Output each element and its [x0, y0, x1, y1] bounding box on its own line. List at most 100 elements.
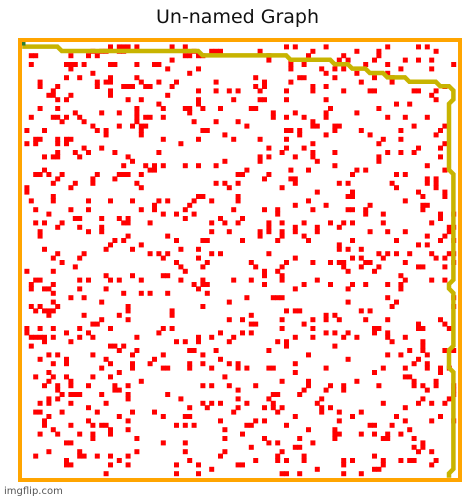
obstacle-cell: [279, 326, 285, 331]
obstacle-cell: [367, 229, 373, 235]
obstacle-cell: [68, 422, 74, 428]
obstacle-cell: [284, 339, 289, 345]
obstacle-cell: [33, 136, 39, 142]
obstacle-cell: [411, 383, 417, 389]
obstacle-cell: [218, 356, 223, 362]
obstacle-cell: [68, 66, 74, 72]
obstacle-cell: [116, 348, 122, 353]
obstacle-cell: [77, 392, 83, 397]
obstacle-cell: [46, 286, 52, 292]
obstacle-cell: [191, 282, 197, 287]
obstacle-cell: [125, 233, 131, 239]
obstacle-cell: [90, 436, 96, 441]
obstacle-cell: [433, 383, 439, 389]
obstacle-cell: [103, 273, 109, 279]
obstacle-cell: [279, 277, 285, 283]
obstacle-cell: [37, 84, 43, 89]
obstacle-cell: [376, 48, 382, 54]
obstacle-cell: [407, 251, 413, 257]
obstacle-cell: [301, 220, 307, 226]
obstacle-cell: [345, 268, 351, 274]
obstacle-cell: [130, 365, 135, 371]
obstacle-cell: [411, 444, 417, 450]
obstacle-cell: [209, 229, 215, 235]
obstacle-cell: [424, 44, 430, 50]
obstacle-cell: [301, 233, 307, 239]
obstacle-cell: [310, 260, 316, 265]
obstacle-cell: [235, 396, 241, 402]
obstacle-cell: [424, 361, 430, 367]
obstacle-cell: [416, 189, 421, 195]
obstacle-cell: [77, 334, 83, 340]
obstacle-cell: [42, 383, 47, 389]
obstacle-cell: [420, 202, 426, 208]
obstacle-cell: [182, 339, 188, 345]
obstacle-cell: [270, 114, 276, 120]
obstacle-cell: [187, 348, 193, 353]
obstacle-cell: [288, 128, 294, 133]
obstacle-cell: [182, 207, 188, 213]
obstacle-cell: [42, 308, 47, 314]
obstacle-cell: [72, 264, 78, 270]
obstacle-cell: [160, 255, 166, 261]
obstacle-cell: [187, 53, 193, 59]
obstacle-cell: [174, 260, 179, 265]
obstacle-cell: [292, 334, 298, 340]
obstacle-cell: [196, 136, 201, 142]
obstacle-cell: [420, 339, 426, 345]
obstacle-cell: [433, 97, 439, 103]
obstacle-cell: [196, 255, 201, 261]
obstacle-cell: [182, 53, 188, 59]
obstacle-cell: [380, 211, 386, 217]
obstacle-cell: [50, 308, 56, 314]
obstacle-cell: [28, 114, 34, 120]
obstacle-cell: [270, 400, 276, 406]
obstacle-cell: [108, 374, 113, 380]
obstacle-cell: [204, 282, 210, 287]
obstacle-cell: [332, 431, 338, 437]
obstacle-cell: [196, 101, 201, 107]
obstacle-cell: [376, 466, 382, 472]
obstacle-cell: [416, 400, 421, 406]
obstacle-cell: [37, 136, 43, 142]
obstacle-cell: [235, 387, 241, 393]
obstacle-cell: [323, 312, 329, 318]
obstacle-cell: [372, 268, 377, 274]
obstacle-cell: [394, 299, 399, 305]
obstacle-cell: [433, 378, 439, 384]
obstacle-cell: [200, 383, 206, 389]
obstacle-cell: [389, 79, 395, 85]
obstacle-cell: [50, 114, 56, 120]
obstacle-cell: [310, 48, 316, 54]
obstacle-cell: [125, 453, 131, 459]
obstacle-cell: [169, 312, 175, 318]
obstacle-cell: [108, 62, 113, 67]
obstacle-cell: [323, 44, 329, 50]
obstacle-cell: [182, 163, 188, 169]
obstacle-cell: [248, 277, 254, 283]
obstacle-cell: [336, 409, 342, 415]
obstacle-cell: [94, 409, 100, 415]
obstacle-cell: [108, 92, 113, 98]
obstacle-cell: [59, 220, 65, 226]
obstacle-cell: [332, 66, 338, 72]
obstacle-cell: [24, 189, 30, 195]
obstacle-cell: [284, 136, 289, 142]
obstacle-cell: [235, 180, 241, 186]
obstacle-cell: [354, 378, 360, 384]
obstacle-cell: [90, 431, 96, 437]
obstacle-cell: [332, 343, 338, 349]
obstacle-cell: [240, 462, 245, 468]
obstacle-cell: [323, 84, 329, 89]
obstacle-cell: [332, 330, 338, 336]
obstacle-cell: [46, 370, 52, 375]
obstacle-cell: [37, 409, 43, 415]
obstacle-cell: [50, 299, 56, 305]
obstacle-cell: [182, 268, 188, 274]
obstacle-cell: [77, 255, 83, 261]
obstacle-cell: [191, 211, 197, 217]
obstacle-cell: [363, 62, 369, 67]
obstacle-cell: [81, 62, 87, 67]
obstacle-cell: [77, 326, 83, 331]
obstacle-cell: [112, 343, 118, 349]
